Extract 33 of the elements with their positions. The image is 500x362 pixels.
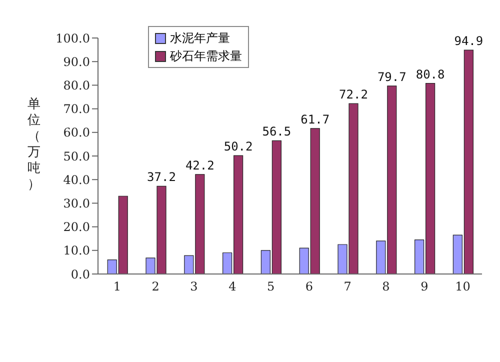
data-label: 50.2	[224, 140, 253, 154]
x-tick-label: 1	[113, 280, 122, 294]
y-tick-label: 40.0	[63, 172, 90, 187]
y-tick-label: 60.0	[63, 126, 90, 140]
x-tick-label: 10	[455, 280, 470, 294]
y-tick-label: 90.0	[63, 54, 90, 69]
legend-label: 砂石年需求量	[170, 48, 242, 65]
x-tick-label: 8	[382, 280, 390, 294]
y-axis-title: 单位（万吨）	[28, 97, 40, 192]
x-tick-label: 9	[420, 280, 428, 294]
y-tick-label: 30.0	[63, 196, 90, 210]
x-tick-label: 2	[152, 280, 160, 294]
x-tick-label: 3	[190, 280, 198, 294]
data-label: 56.5	[262, 124, 292, 139]
data-label: 80.8	[416, 67, 445, 82]
y-tick-label: 20.0	[63, 220, 90, 234]
data-label: 72.2	[339, 88, 368, 102]
x-tick-label: 5	[266, 280, 275, 294]
data-label: 42.2	[185, 158, 214, 172]
y-tick-label: 10.0	[63, 244, 90, 258]
x-tick-label: 7	[344, 280, 352, 294]
data-label: 37.2	[147, 170, 176, 184]
data-label: 94.9	[454, 34, 484, 48]
y-tick-label: 80.0	[63, 78, 90, 92]
y-tick-label: 100.0	[56, 31, 90, 46]
y-tick-label: 70.0	[63, 102, 90, 116]
y-tick-label: 50.0	[63, 149, 90, 164]
legend-label: 水泥年产量	[170, 30, 230, 47]
data-label: 61.7	[300, 112, 330, 126]
y-tick-label: 0.0	[70, 267, 90, 282]
x-tick-label: 4	[228, 280, 237, 294]
x-tick-label: 6	[305, 280, 314, 294]
data-label: 79.7	[377, 70, 406, 84]
